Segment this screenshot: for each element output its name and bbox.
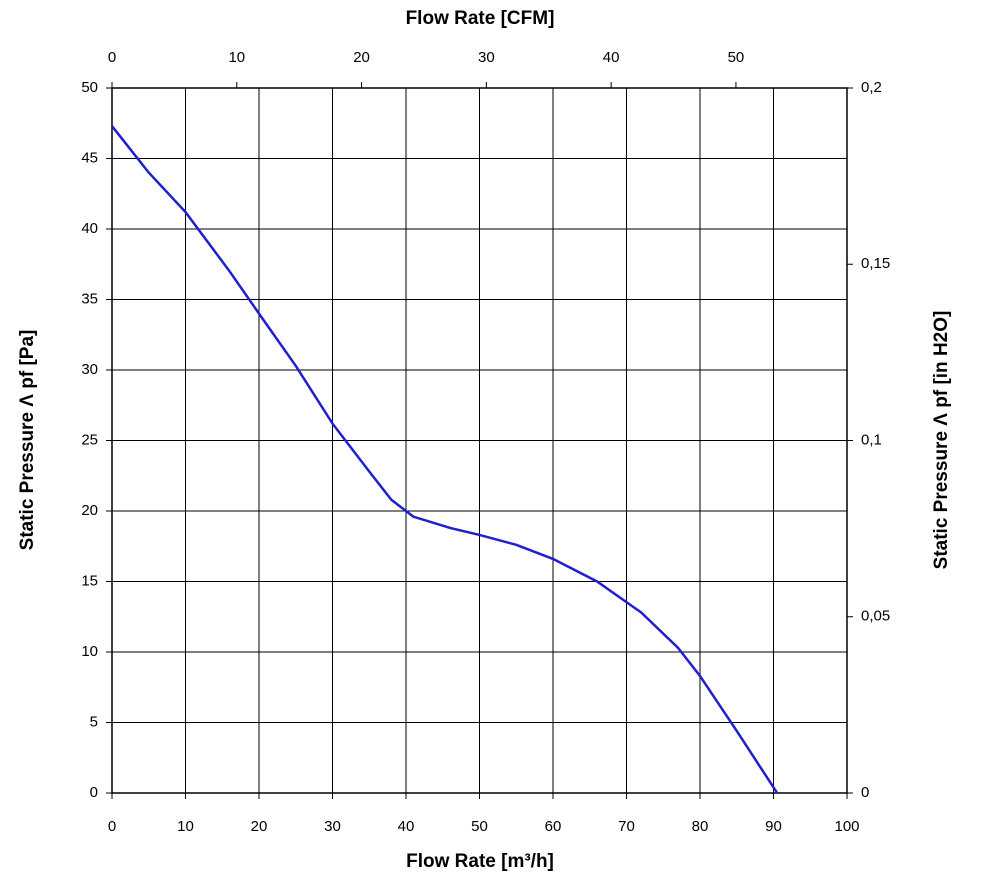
y2-tick-label: 0 bbox=[861, 784, 869, 801]
x-tick-label: 10 bbox=[177, 818, 194, 835]
x-tick-label: 40 bbox=[398, 818, 415, 835]
x-tick-label: 90 bbox=[765, 818, 782, 835]
x-tick-label: 60 bbox=[545, 818, 562, 835]
y2-tick-label: 0,2 bbox=[861, 79, 882, 96]
x2-axis-title: Flow Rate [CFM] bbox=[406, 8, 555, 29]
y-tick-label: 5 bbox=[90, 713, 98, 730]
x-tick-label: 30 bbox=[324, 818, 341, 835]
y2-tick-label: 0,1 bbox=[861, 431, 882, 448]
y-tick-label: 35 bbox=[81, 290, 98, 307]
y-tick-label: 10 bbox=[81, 643, 98, 660]
data-line bbox=[111, 125, 779, 794]
y2-axis-title: Static Pressure Λ pf [in H2O] bbox=[931, 311, 952, 570]
y-tick-label: 20 bbox=[81, 502, 98, 519]
x-tick-label: 100 bbox=[834, 818, 859, 835]
x2-tick-label: 50 bbox=[728, 49, 745, 66]
y2-tick-label: 0,15 bbox=[861, 255, 890, 272]
x2-tick-label: 0 bbox=[108, 49, 116, 66]
y-tick-label: 45 bbox=[81, 149, 98, 166]
x-tick-label: 20 bbox=[251, 818, 268, 835]
y-tick-label: 15 bbox=[81, 572, 98, 589]
x2-tick-label: 10 bbox=[228, 49, 245, 66]
y-tick-label: 25 bbox=[81, 431, 98, 448]
x-axis-title: Flow Rate [m³/h] bbox=[406, 851, 554, 872]
x-tick-label: 70 bbox=[618, 818, 635, 835]
plot-frame bbox=[111, 87, 848, 794]
x2-tick-label: 40 bbox=[603, 49, 620, 66]
y2-tick-label: 0,05 bbox=[861, 608, 890, 625]
y-tick-label: 0 bbox=[90, 784, 98, 801]
y-tick-label: 50 bbox=[81, 79, 98, 96]
x-tick-label: 50 bbox=[471, 818, 488, 835]
x-tick-label: 0 bbox=[108, 818, 116, 835]
x2-tick-label: 20 bbox=[353, 49, 370, 66]
x-tick-label: 80 bbox=[692, 818, 709, 835]
y-tick-label: 30 bbox=[81, 361, 98, 378]
y-axis-title: Static Pressure Λ pf [Pa] bbox=[17, 330, 38, 551]
y-tick-label: 40 bbox=[81, 220, 98, 237]
x2-tick-label: 30 bbox=[478, 49, 495, 66]
